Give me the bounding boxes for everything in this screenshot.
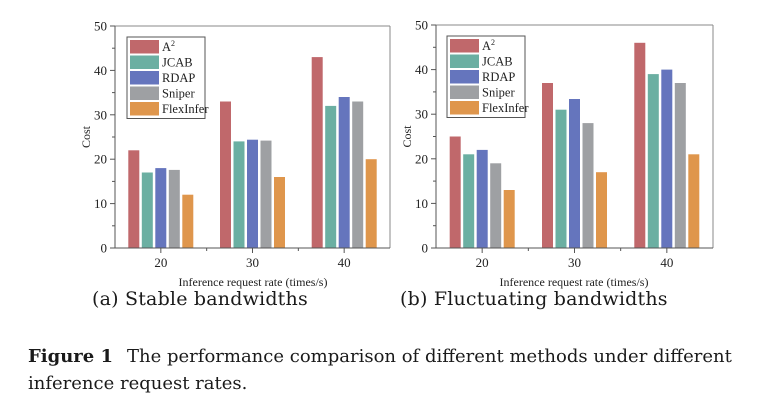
legend-item-rdap: RDAP [450,70,515,84]
bar-a-40 [634,42,646,248]
y-axis-title: Cost [400,125,414,148]
bar-flexinfer-40 [688,154,700,248]
figure-label: Figure 1 [28,346,114,367]
legend-swatch [130,55,159,69]
legend-swatch [450,70,479,84]
x-tick-label: 20 [154,255,167,270]
subcaption-a: (a) Stable bandwidths [92,288,308,310]
bar-rdap-20 [155,168,167,248]
bar-jcab-40 [647,74,659,248]
legend-label: RDAP [162,71,195,85]
legend-swatch [450,85,479,99]
bar-jcab-30 [233,141,245,248]
legend-label: RDAP [482,70,515,84]
legend-swatch [130,102,159,116]
legend-swatch [450,54,479,68]
y-tick-label: 10 [415,196,428,211]
legend-item-flexinfer: FlexInfer [450,101,529,115]
y-tick-label: 50 [415,18,428,33]
legend-label-superscript: 2 [491,38,495,47]
y-tick-label: 0 [101,241,108,256]
legend-label: Sniper [162,87,195,101]
legend-swatch [450,101,479,115]
bar-sniper-40 [352,101,364,248]
y-tick-label: 0 [422,241,429,256]
y-tick-label: 50 [94,19,107,34]
chart-stable-bandwidths: 0 10 20 30 40 50 20 30 40 Inference request rate … [79,19,391,289]
bar-a-20 [128,150,140,248]
legend-item-sniper: Sniper [130,86,195,101]
y-tick-label: 40 [94,63,107,78]
bar-flexinfer-40 [365,159,377,248]
x-tick-label: 20 [476,255,489,270]
bar-rdap-30 [569,99,580,248]
legend-item-a: A2 [450,38,495,53]
bar-jcab-20 [141,172,153,248]
legend-label: FlexInfer [482,101,529,115]
legend-item-jcab: JCAB [450,54,513,69]
bar-rdap-20 [476,149,488,248]
legend-item-jcab: JCAB [130,55,193,70]
y-tick-label: 40 [415,62,428,77]
figure-caption: Figure 1 The performance comparison of di… [28,343,748,397]
legend-swatch [130,86,159,100]
bar-a-30 [542,83,553,248]
bar-a-30 [220,101,231,248]
y-tick-label: 20 [94,152,107,167]
x-tick-label: 40 [660,255,673,270]
legend-swatch [450,39,479,53]
x-tick-label: 40 [338,255,351,270]
y-tick-label: 30 [415,107,428,122]
bar-rdap-40 [661,69,673,248]
bar-sniper-20 [490,163,502,248]
legend-label: FlexInfer [162,102,209,116]
y-axis-title: Cost [79,125,93,148]
bar-jcab-20 [463,154,475,248]
legend-item-sniper: Sniper [450,85,515,100]
bar-rdap-40 [338,97,350,248]
legend-label: JCAB [162,56,193,70]
bar-rdap-30 [247,139,258,248]
chart-fluctuating-bandwidths: 0 10 20 30 40 50 20 30 40 Inference request rate … [400,18,714,289]
bar-flexinfer-30 [274,177,285,248]
bar-sniper-30 [260,140,272,248]
legend-swatch [130,40,159,54]
bar-jcab-30 [555,109,567,248]
bar-a-40 [311,57,323,248]
legend-label: Sniper [482,86,515,100]
legend-label-superscript: 2 [171,39,175,48]
legend-swatch [130,71,159,85]
y-tick-label: 10 [94,196,107,211]
x-axis-title: Inference request rate (times/s) [500,275,649,289]
legend-item-flexinfer: FlexInfer [130,102,209,116]
bar-flexinfer-30 [596,172,607,248]
x-tick-label: 30 [568,255,581,270]
bar-a-20 [449,136,461,248]
legend-label: JCAB [482,55,513,69]
x-axis-title: Inference request rate (times/s) [179,275,328,289]
bar-sniper-20 [168,169,180,248]
legend-item-rdap: RDAP [130,71,195,85]
bar-flexinfer-20 [503,190,515,248]
bar-jcab-40 [325,105,337,249]
x-tick-label: 30 [246,255,259,270]
bar-sniper-30 [582,123,594,248]
bar-sniper-40 [674,83,686,248]
y-tick-label: 20 [415,151,428,166]
subcaption-b: (b) Fluctuating bandwidths [400,288,668,310]
y-tick-label: 30 [94,107,107,122]
figure-caption-text: The performance comparison of different … [28,346,732,394]
bar-flexinfer-20 [182,194,194,248]
